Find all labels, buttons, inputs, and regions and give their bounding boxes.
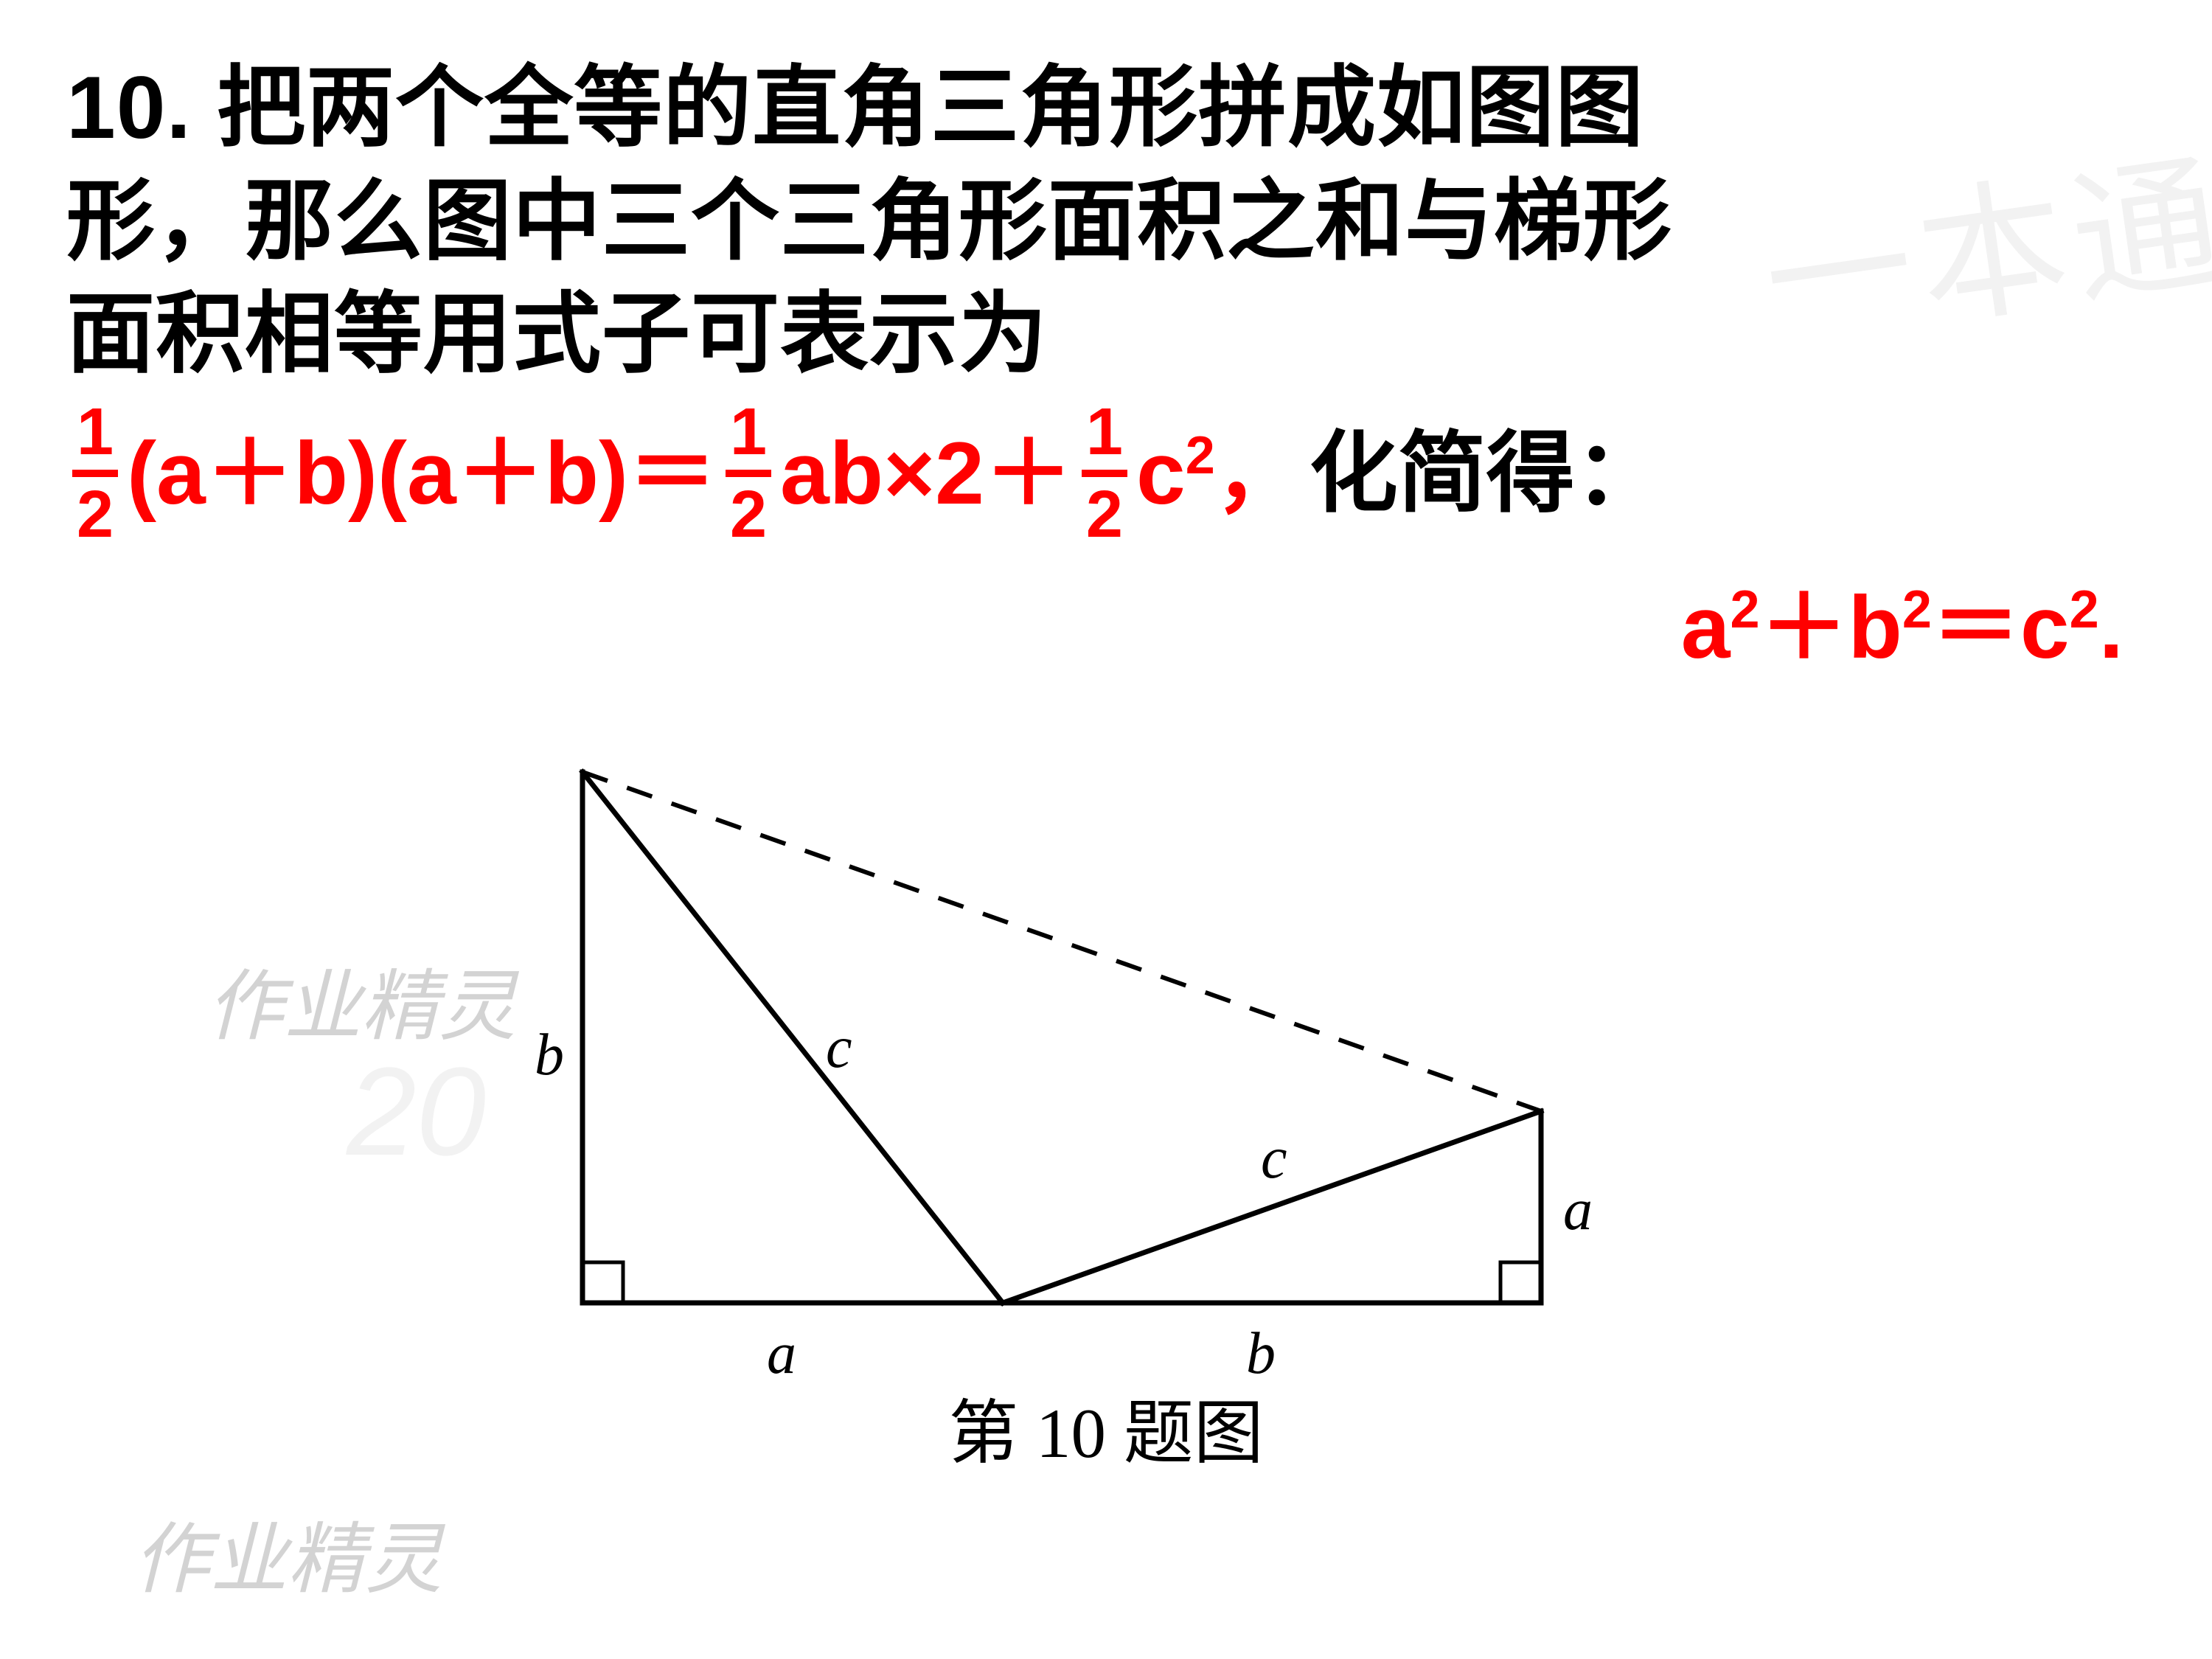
eq-part2: ab×2＋ [777, 425, 1076, 522]
eq-part3: c2， [1133, 425, 1307, 522]
label-c-right: c [1261, 1126, 1287, 1191]
fraction-2: 1 2 [726, 399, 771, 548]
frac2-num: 1 [726, 399, 771, 470]
question-number: 10. [66, 58, 192, 157]
label-c-left: c [826, 1015, 852, 1080]
label-a-right: a [1563, 1178, 1593, 1242]
figure-area: b c c a a b 第 10 题图 [66, 728, 2146, 1502]
question-line2: 形，那么图中三个三角形面积之和与梯形 [66, 172, 1672, 271]
frac3-den: 2 [1082, 470, 1127, 548]
geometry-figure: b c c a a b [494, 728, 1674, 1450]
question-line1: 把两个全等的直角三角形拼成如图图 [217, 58, 1644, 157]
frac3-num: 1 [1082, 399, 1127, 470]
eq-part1: (a＋b)(a＋b)＝ [124, 425, 720, 522]
frac1-num: 1 [72, 399, 118, 470]
watermark-2: 作业精灵 [133, 1497, 442, 1609]
equation-line: 1 2 (a＋b)(a＋b)＝ 1 2 ab×2＋ 1 2 c2， 化简得： [66, 399, 2146, 548]
frac2-den: 2 [726, 470, 771, 548]
question-text: 10. 把两个全等的直角三角形拼成如图图 形，那么图中三个三角形面积之和与梯形 … [66, 52, 2146, 392]
label-b-left: b [535, 1023, 564, 1088]
figure-caption: 第 10 题图 [66, 1377, 2146, 1478]
fraction-1: 1 2 [72, 399, 118, 548]
question-line3: 面积相等用式子可表示为 [66, 285, 1048, 383]
simplified-result: a2＋b2＝c2. [66, 555, 2146, 684]
eq-suffix: 化简得： [1307, 425, 1666, 522]
page-root: 一本通 作业精灵 作业精灵 20 10. 把两个全等的直角三角形拼成如图图 形，… [0, 0, 2212, 1659]
fraction-3: 1 2 [1082, 399, 1127, 548]
frac1-den: 2 [72, 470, 118, 548]
